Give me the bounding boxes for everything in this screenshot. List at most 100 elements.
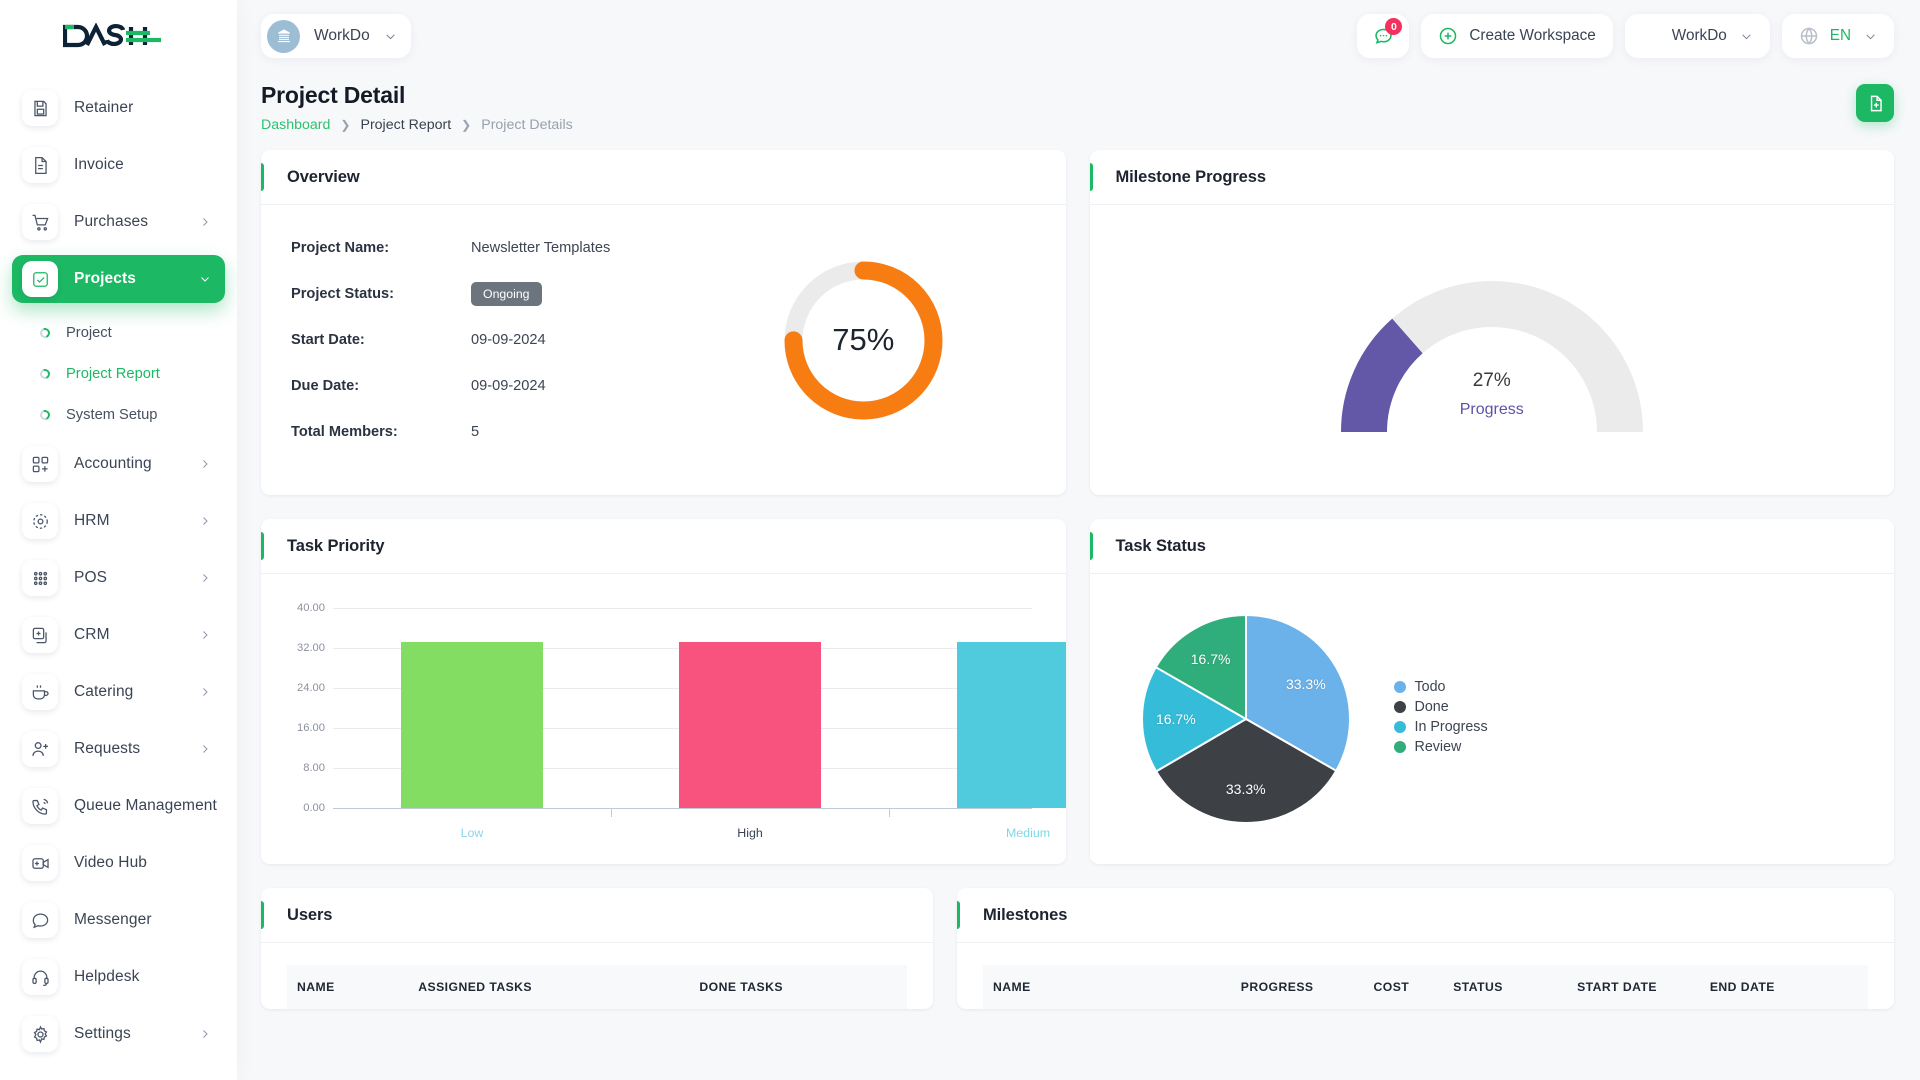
column-header: NAME: [287, 965, 409, 1009]
overview-body: Project Name: Newsletter Templates Proje…: [261, 205, 1066, 481]
sidebar-item-label: POS: [74, 569, 108, 586]
sidebar-item-messenger[interactable]: Messenger: [12, 896, 225, 944]
sidebar-item-purchases[interactable]: Purchases: [12, 198, 225, 246]
bar[interactable]: [679, 641, 821, 808]
y-axis-tick-label: 0.00: [303, 802, 325, 814]
overview-card-title: Overview: [287, 167, 360, 186]
sidebar-item-settings[interactable]: Settings: [12, 1010, 225, 1058]
bar[interactable]: [957, 641, 1066, 808]
legend-item[interactable]: Todo: [1393, 679, 1488, 695]
phone-ring-icon: [22, 788, 58, 824]
sidebar-item-projects[interactable]: Projects: [12, 255, 225, 303]
legend-color-swatch: [1393, 701, 1406, 713]
x-axis-tick: [611, 809, 612, 817]
topbar-actions: 0 Create Workspace WorkDo: [1357, 14, 1894, 58]
topbar: WorkDo 0 Create Workspace: [237, 0, 1920, 72]
chevron-right-icon: [203, 688, 208, 696]
sidebar-subitem-project[interactable]: Project: [12, 312, 225, 353]
status-badge: Ongoing: [471, 282, 542, 306]
page-header: Project Detail Dashboard ❯ Project Repor…: [237, 72, 1920, 133]
legend-item[interactable]: Done: [1393, 699, 1488, 715]
gear-icon: [22, 1016, 58, 1052]
messages-badge: 0: [1385, 18, 1403, 35]
sidebar-item-label: Requests: [74, 740, 141, 757]
legend-item[interactable]: Review: [1393, 739, 1488, 755]
task-priority-card-title: Task Priority: [287, 536, 385, 555]
chevron-right-icon: [203, 631, 208, 639]
sidebar-subitem-project-report[interactable]: Project Report: [12, 353, 225, 394]
sidebar-item-video-hub[interactable]: Video Hub: [12, 839, 225, 887]
milestone-progress-card-header: Milestone Progress: [1089, 150, 1894, 205]
sidebar-subitem-system-setup[interactable]: System Setup: [12, 394, 225, 435]
sidebar-item-queue-management[interactable]: Queue Management: [12, 782, 225, 830]
sidebar-item-crm[interactable]: CRM: [12, 611, 225, 659]
users-card: Users NAME ASSIGNED TASKS DONE TASKS: [261, 888, 933, 1009]
pie-slice-label: 33.3%: [1285, 676, 1326, 693]
users-table: NAME ASSIGNED TASKS DONE TASKS: [287, 965, 907, 1009]
grid-plus-icon: [1642, 27, 1661, 46]
chevron-down-icon: [201, 277, 209, 282]
building-icon: [277, 29, 290, 43]
sidebar-item-accounting[interactable]: Accounting: [12, 440, 225, 488]
sidebar-item-catering[interactable]: Catering: [12, 668, 225, 716]
column-header: ASSIGNED TASKS: [408, 965, 690, 1009]
sidebar-item-pos[interactable]: POS: [12, 554, 225, 602]
milestone-progress-card: Milestone Progress 27% Progress: [1089, 150, 1894, 495]
column-header: PROGRESS: [1230, 965, 1364, 1009]
task-priority-card-header: Task Priority: [261, 519, 1066, 574]
x-axis-tick-label: Medium: [1005, 826, 1051, 840]
pie-slice[interactable]: [1153, 613, 1247, 721]
sidebar-item-helpdesk[interactable]: Helpdesk: [12, 953, 225, 1001]
field-label: Total Members:: [291, 424, 398, 440]
breadcrumb-current: Project Details: [481, 117, 573, 133]
pie-slice-label: 16.7%: [1190, 650, 1231, 667]
milestones-table-body: NAME PROGRESS COST STATUS START DATE END…: [957, 943, 1894, 1009]
legend-label: Review: [1414, 739, 1462, 755]
legend-item[interactable]: In Progress: [1393, 719, 1488, 735]
workspace-selector[interactable]: WorkDo: [261, 14, 411, 58]
overview-card: Overview Project Name: Newsletter Templa…: [261, 150, 1066, 495]
users-table-body: NAME ASSIGNED TASKS DONE TASKS: [261, 943, 933, 1009]
file-plus-icon: [1870, 95, 1882, 111]
file-icon: [22, 147, 58, 183]
gauge-percent-label: 27%: [1472, 370, 1511, 391]
create-workspace-button[interactable]: Create Workspace: [1421, 14, 1613, 58]
legend-color-swatch: [1393, 721, 1406, 733]
sidebar-item-label: Messenger: [74, 911, 152, 928]
sidebar-item-retainer[interactable]: Retainer: [12, 84, 225, 132]
sidebar-item-invoice[interactable]: Invoice: [12, 141, 225, 189]
gauge-svg: [1340, 281, 1643, 433]
messages-button[interactable]: 0: [1357, 14, 1410, 58]
pie-slice[interactable]: [1140, 665, 1248, 773]
bar[interactable]: [401, 641, 543, 808]
legend-label: In Progress: [1414, 719, 1488, 735]
overview-field-project-status: Project Status: Ongoing: [291, 281, 691, 307]
field-label: Due Date:: [291, 378, 360, 394]
pie-slice-label: 16.7%: [1155, 711, 1196, 728]
workspace-avatar: [267, 19, 300, 53]
export-document-button[interactable]: [1856, 84, 1894, 122]
sidebar-subitem-label: System Setup: [66, 406, 158, 423]
network-icon: [22, 503, 58, 539]
milestones-card-title: Milestones: [983, 905, 1068, 924]
sidebar-item-label: CRM: [74, 626, 110, 643]
overview-field-project-name: Project Name: Newsletter Templates: [291, 235, 691, 261]
y-axis-tick-label: 24.00: [297, 682, 325, 694]
chevron-right-icon: [203, 460, 208, 468]
task-status-card-title: Task Status: [1115, 536, 1206, 555]
y-axis-tick-label: 32.00: [297, 642, 325, 654]
pie-slice[interactable]: [1244, 613, 1351, 773]
workspace-name: WorkDo: [314, 27, 370, 44]
pie-slice[interactable]: [1154, 717, 1338, 824]
language-switcher-button[interactable]: EN: [1781, 14, 1894, 58]
breadcrumb-project-report[interactable]: Project Report: [360, 117, 452, 133]
sidebar-item-requests[interactable]: Requests: [12, 725, 225, 773]
company-switcher-button[interactable]: WorkDo: [1624, 14, 1770, 58]
x-axis-tick-label: High: [737, 826, 763, 840]
app-logo[interactable]: [0, 0, 237, 72]
breadcrumb-dashboard[interactable]: Dashboard: [261, 117, 331, 133]
sidebar-item-label: Queue Management: [74, 797, 217, 814]
sidebar-subitem-label: Project Report: [66, 365, 160, 382]
headset-icon: [22, 959, 58, 995]
sidebar-item-hrm[interactable]: HRM: [12, 497, 225, 545]
